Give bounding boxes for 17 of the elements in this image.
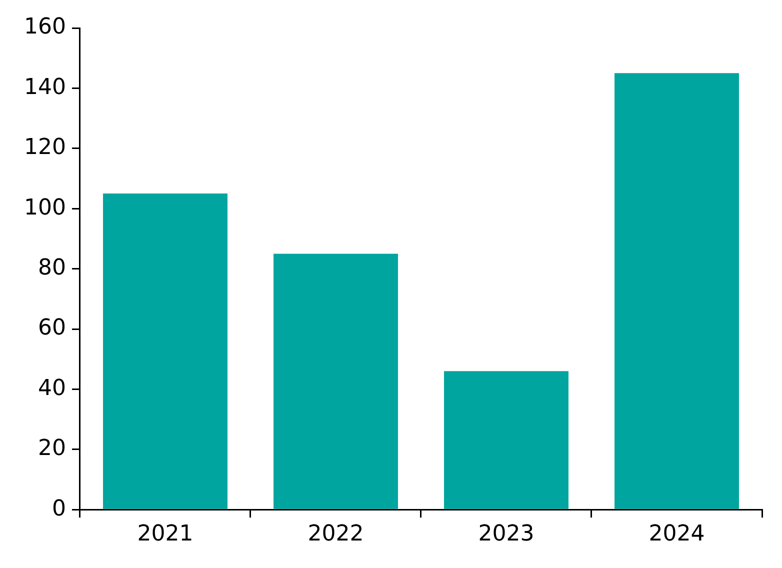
x-tick-label: 2024	[648, 522, 705, 547]
y-tick-label: 40	[38, 376, 66, 401]
y-tick-label: 100	[24, 195, 66, 220]
y-tick-label: 20	[38, 436, 66, 462]
bar	[103, 194, 228, 509]
y-tick-label: 60	[38, 316, 66, 341]
y-tick-label: 120	[24, 135, 66, 160]
bar	[274, 254, 398, 509]
x-tick-label: 2022	[308, 522, 364, 547]
x-tick-label: 2023	[478, 522, 534, 547]
y-tick-label: 160	[24, 14, 66, 40]
y-tick-label: 80	[38, 256, 66, 281]
bar	[614, 73, 739, 509]
y-tick-label: 0	[52, 496, 66, 522]
x-tick-label: 2021	[137, 522, 194, 547]
bar	[444, 371, 568, 509]
y-tick-label: 140	[24, 74, 66, 100]
